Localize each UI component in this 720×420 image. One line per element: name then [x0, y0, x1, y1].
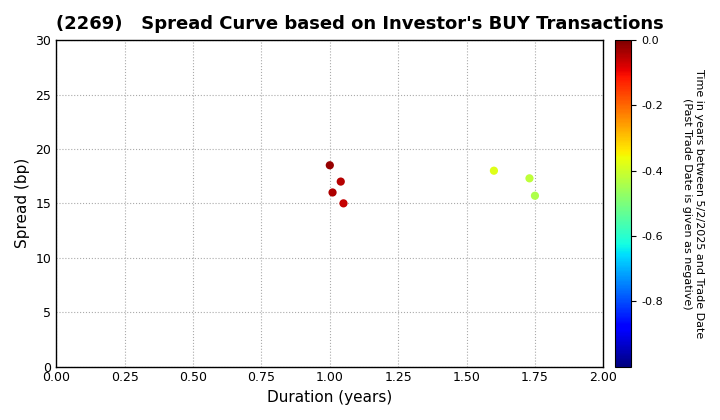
- Point: [523, 175, 535, 182]
- Text: (2269)   Spread Curve based on Investor's BUY Transactions: (2269) Spread Curve based on Investor's …: [56, 15, 664, 33]
- Y-axis label: Spread (bp): Spread (bp): [15, 158, 30, 249]
- Point: [529, 192, 541, 199]
- Y-axis label: Time in years between 5/2/2025 and Trade Date
(Past Trade Date is given as negat: Time in years between 5/2/2025 and Trade…: [683, 69, 704, 338]
- Point: [335, 178, 346, 185]
- X-axis label: Duration (years): Duration (years): [267, 390, 392, 405]
- Point: [327, 189, 338, 196]
- Point: [488, 167, 500, 174]
- Point: [324, 162, 336, 168]
- Point: [338, 200, 349, 207]
